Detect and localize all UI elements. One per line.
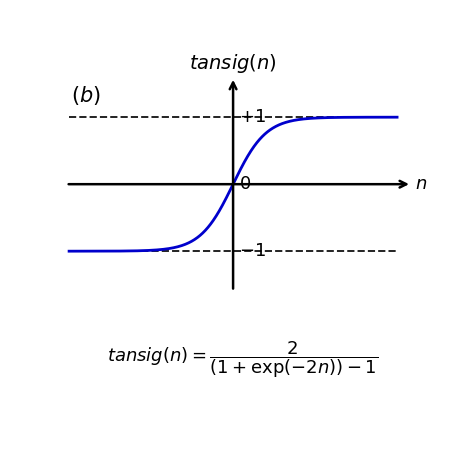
Text: $tansig(n) = \dfrac{2}{(1 + \exp(-2n)) - 1}$: $tansig(n) = \dfrac{2}{(1 + \exp(-2n)) -… (107, 339, 379, 380)
Text: $+1$: $+1$ (239, 108, 266, 126)
Text: $0$: $0$ (239, 175, 251, 193)
Text: $n$: $n$ (415, 175, 427, 193)
Text: $tansig(n)$: $tansig(n)$ (189, 52, 277, 75)
Text: $-1$: $-1$ (239, 242, 266, 260)
Text: $(b)$: $(b)$ (71, 84, 100, 107)
